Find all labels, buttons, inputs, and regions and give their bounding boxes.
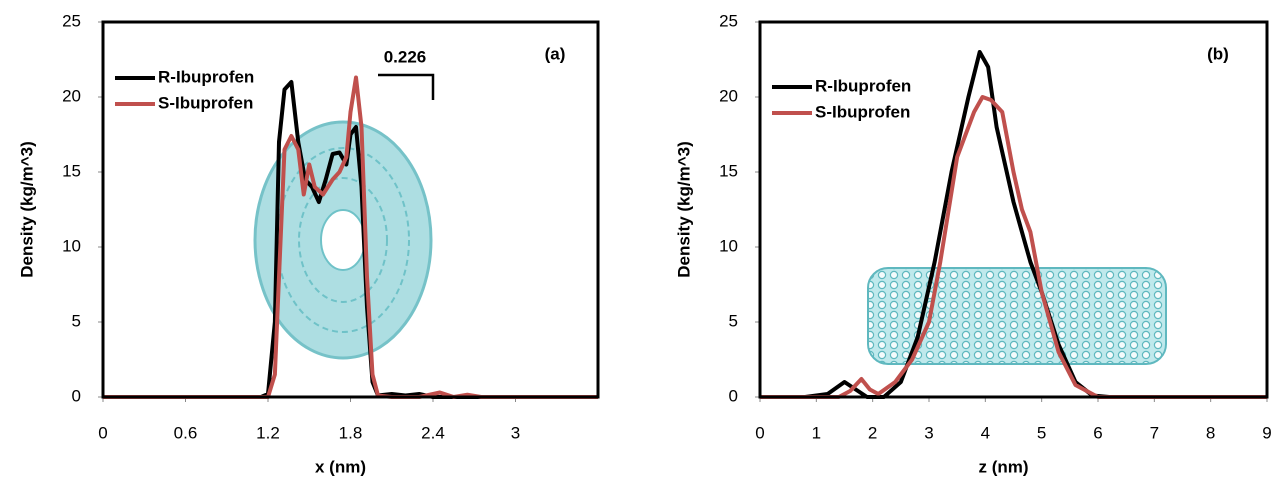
nanotube-side-view bbox=[867, 267, 1167, 365]
x-axis-label: x (nm) bbox=[315, 457, 366, 476]
data-line bbox=[103, 75, 598, 399]
y-tick-label: 15 bbox=[719, 161, 738, 180]
y-tick-label: 25 bbox=[719, 11, 738, 30]
x-tick-label: 0 bbox=[755, 423, 764, 442]
legend-label: S-Ibuprofen bbox=[815, 102, 910, 121]
x-tick-label: 3 bbox=[924, 423, 933, 442]
x-axis-label: z (nm) bbox=[978, 457, 1028, 476]
x-tick-label: 8 bbox=[1206, 423, 1215, 442]
x-tick-label: 4 bbox=[981, 423, 990, 442]
y-tick-label: 10 bbox=[719, 236, 738, 255]
y-axis-label: Density (kg/m^3) bbox=[674, 141, 693, 278]
x-tick-label: 1.2 bbox=[256, 423, 280, 442]
panel-label: (a) bbox=[545, 44, 566, 63]
x-tick-label: 6 bbox=[1093, 423, 1102, 442]
x-tick-label: 7 bbox=[1150, 423, 1159, 442]
x-tick-label: 3 bbox=[511, 423, 520, 442]
panel-label: (b) bbox=[1207, 44, 1229, 63]
nanotube-end-view bbox=[253, 120, 433, 360]
y-tick-label: 10 bbox=[62, 236, 81, 255]
x-tick-label: 1 bbox=[812, 423, 821, 442]
y-tick-label: 5 bbox=[729, 311, 738, 330]
x-tick-label: 0.6 bbox=[174, 423, 198, 442]
x-tick-label: 2.4 bbox=[421, 423, 445, 442]
y-tick-label: 0 bbox=[729, 386, 738, 405]
y-axis-label: Density (kg/m^3) bbox=[17, 141, 36, 278]
y-tick-label: 20 bbox=[62, 86, 81, 105]
x-tick-label: 0 bbox=[98, 423, 107, 442]
annotation: 0.226 bbox=[384, 47, 427, 66]
y-tick-label: 25 bbox=[62, 11, 81, 30]
x-tick-label: 1.8 bbox=[339, 423, 363, 442]
y-tick-label: 0 bbox=[72, 386, 81, 405]
y-tick-label: 15 bbox=[62, 161, 81, 180]
x-tick-label: 2 bbox=[868, 423, 877, 442]
data-line bbox=[103, 80, 598, 399]
data-line bbox=[760, 95, 1267, 399]
legend-label: R-Ibuprofen bbox=[815, 76, 911, 95]
legend-label: S-Ibuprofen bbox=[158, 93, 253, 112]
y-tick-label: 20 bbox=[719, 86, 738, 105]
annotation-bracket bbox=[378, 73, 435, 100]
y-tick-label: 5 bbox=[72, 311, 81, 330]
plot-frame bbox=[101, 20, 600, 399]
x-tick-label: 9 bbox=[1262, 423, 1271, 442]
legend-label: R-Ibuprofen bbox=[158, 67, 254, 86]
x-tick-label: 5 bbox=[1037, 423, 1046, 442]
plot-frame bbox=[758, 20, 1269, 399]
